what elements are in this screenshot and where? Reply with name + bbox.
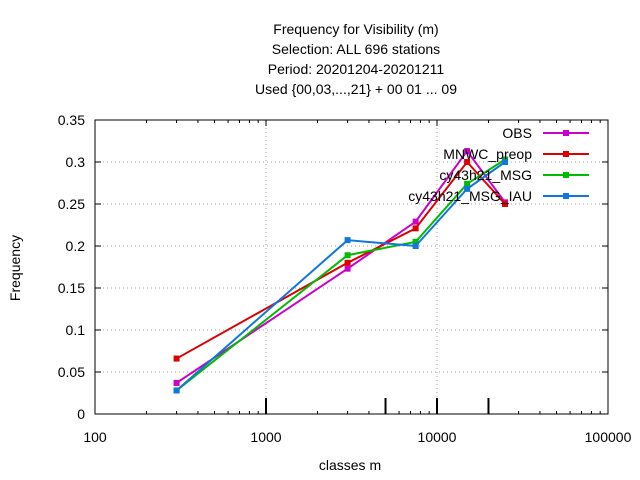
title-line: Selection: ALL 696 stations	[272, 41, 440, 57]
legend: OBS MNWC_preop cy43h21_MSG cy43h21_MSG_IAU	[408, 125, 589, 204]
x-tick-label: 100	[83, 429, 107, 445]
y-tick-label: 0.35	[58, 112, 85, 128]
x-axis-label: classes m	[319, 457, 381, 473]
data-point	[464, 159, 471, 165]
data-point	[464, 185, 471, 192]
data-point	[173, 355, 180, 362]
data-point	[502, 201, 509, 207]
y-tick-label: 0.25	[58, 196, 85, 212]
plot-frame	[94, 119, 609, 415]
y-axis-label: Frequency	[7, 235, 23, 301]
y-tick-label: 0.05	[58, 364, 85, 380]
x-tick-label: 10000	[418, 429, 457, 445]
data-point	[464, 180, 471, 187]
data-series	[173, 148, 509, 394]
y-tick-label: 0.1	[66, 322, 86, 338]
data-point	[412, 238, 419, 245]
data-point	[173, 387, 180, 394]
y-tick-label: 0.2	[66, 238, 86, 254]
legend-marker	[563, 130, 569, 136]
data-point	[173, 379, 180, 386]
data-point	[344, 259, 351, 266]
data-point	[412, 225, 419, 232]
grid	[95, 120, 608, 414]
x-tick-label: 1000	[250, 429, 281, 445]
axis-ticks: 0 0.05 0.1 0.15 0.2 0.25 0.3 0.35 100 1000 10000 10…	[58, 112, 632, 445]
series-cy43h21_MSG_IAU	[173, 159, 509, 394]
x-tick-label: 100000	[585, 429, 632, 445]
legend-marker	[563, 172, 569, 178]
legend-marker	[563, 151, 569, 157]
data-point	[344, 237, 351, 244]
chart-title: Frequency for Visibility (m) Selection: …	[255, 21, 457, 97]
title-line: Period: 20201204-20201211	[268, 61, 445, 77]
data-point	[412, 243, 419, 249]
legend-label: cy43h21_MSG_IAU	[408, 188, 532, 204]
data-point	[502, 159, 509, 165]
data-point	[344, 265, 351, 272]
legend-label: cy43h21_MSG	[439, 167, 532, 183]
y-tick-label: 0.3	[66, 154, 86, 170]
legend-label: OBS	[502, 125, 532, 141]
data-point	[344, 252, 351, 259]
y-tick-label: 0.15	[58, 280, 85, 296]
title-line: Used {00,03,...,21} + 00 01 ... 09	[255, 81, 457, 97]
y-tick-label: 0	[77, 406, 85, 422]
legend-marker	[563, 193, 569, 199]
data-point	[464, 148, 471, 155]
legend-label: MNWC_preop	[443, 146, 532, 162]
title-line: Frequency for Visibility (m)	[273, 21, 438, 37]
data-point	[412, 218, 419, 225]
